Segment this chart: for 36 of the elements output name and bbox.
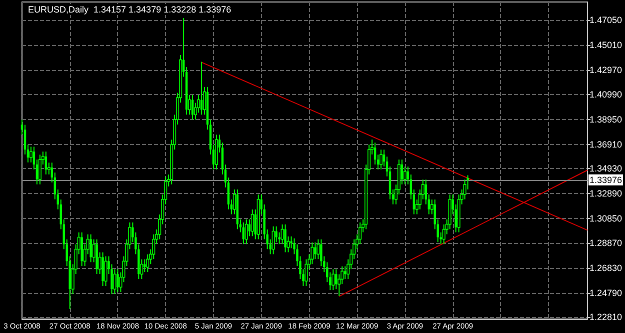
candlestick [442,224,446,245]
candlestick [304,258,308,287]
candlestick [244,218,248,245]
candlestick [38,154,42,185]
candlestick [250,208,254,237]
y-tick-label: 1.26830 [589,262,622,273]
y-tick-label: 1.32890 [589,188,622,199]
candlestick [116,268,119,293]
y-tick-label: 1.24790 [589,288,622,298]
ref-line-label: 1.33976 [589,174,622,185]
y-tick-label: 1.38950 [589,114,622,124]
chart-title: EURUSD,Daily 1.34157 1.34379 1.33228 1.33976 [28,4,232,14]
candlestick [344,266,346,280]
candlestick [332,268,335,291]
candlestick [358,222,362,245]
y-tick-label: 1.34930 [589,164,622,174]
candlestick [146,254,150,273]
candlestick [284,224,286,253]
y-tick-label: 1.45010 [589,40,622,50]
y-tick-label: 1.42970 [589,65,622,76]
candlestick [272,226,275,255]
candlestick [314,242,316,260]
y-tick-label: 1.40990 [589,89,622,100]
y-tick-label: 1.30850 [589,214,622,224]
y-tick-label: 1.36910 [589,139,622,150]
candlestick [102,252,104,287]
y-tick-label: 1.47050 [589,15,622,26]
candlestick [152,234,156,260]
candlestick [380,149,383,170]
candlestick [80,232,83,267]
candlestick [144,258,146,273]
candlestick [104,256,108,287]
candlestick [310,242,314,265]
candlestick [90,234,92,263]
y-tick-label: 1.22810 [589,312,622,322]
y-tick-label: 1.28870 [589,238,622,248]
